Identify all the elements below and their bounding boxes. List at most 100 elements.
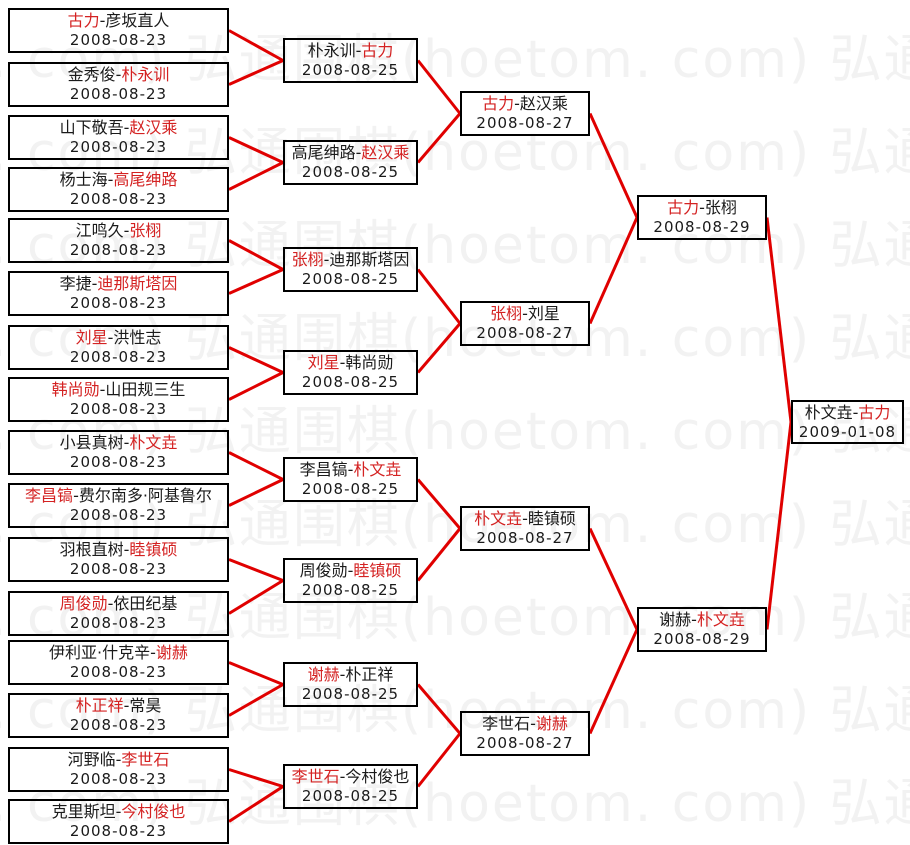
match-players: 金秀俊-朴永训: [10, 65, 227, 85]
player-name: 张栩: [129, 221, 162, 240]
match-box-round-of-32-2: 金秀俊-朴永训 2008-08-23: [8, 62, 229, 107]
player-name: 张栩: [291, 250, 324, 269]
player-name: 小县真树: [59, 433, 124, 452]
match-date: 2008-08-23: [69, 294, 168, 312]
match-players: 克里斯坦-今村俊也: [10, 802, 227, 822]
player-separator: -: [115, 65, 122, 84]
match-date: 2008-08-27: [476, 734, 574, 752]
match-date: 2008-08-25: [301, 787, 400, 805]
player-name: 周俊勋: [59, 594, 108, 613]
match-date: 2008-08-23: [69, 241, 168, 259]
player-separator: -: [107, 594, 114, 613]
player-separator: -: [123, 221, 130, 240]
connector-line: [228, 768, 284, 788]
match-box-round-of-32-12: 周俊勋-依田纪基 2008-08-23: [8, 591, 229, 636]
player-separator: -: [339, 353, 346, 372]
player-name: 今村俊也: [345, 767, 410, 786]
player-name: 朴正祥: [345, 665, 394, 684]
match-date: 2008-08-23: [69, 348, 168, 366]
player-name: 杨士海: [59, 170, 108, 189]
watermark-text: 弘通围棋(hoetom. com) 弘通围棋(hoetom. com) 弘通围棋…: [0, 30, 910, 90]
player-name: 今村俊也: [121, 802, 186, 821]
player-separator: -: [339, 665, 346, 684]
player-separator: -: [339, 767, 346, 786]
player-name: 迪那斯塔因: [329, 250, 410, 269]
player-name: 江鸣久: [75, 221, 124, 240]
connector-line: [228, 661, 284, 686]
player-name: 克里斯坦: [51, 802, 116, 821]
match-players: 伊利亚·什克辛-谢赫: [10, 643, 227, 663]
connector-line: [416, 112, 462, 164]
match-players: 李昌镐-费尔南多·阿基鲁尔: [10, 486, 227, 506]
match-box-round-of-16-2: 高尾绅路-赵汉乘 2008-08-25: [283, 140, 418, 185]
match-date: 2008-08-25: [301, 61, 400, 79]
match-players: 古力-彦坂直人: [10, 11, 227, 31]
connector-line: [228, 136, 284, 164]
match-players: 周俊勋-依田纪基: [10, 594, 227, 614]
match-date: 2008-08-23: [69, 31, 168, 49]
match-players: 周俊勋-睦镇硕: [285, 561, 416, 581]
player-separator: -: [323, 250, 330, 269]
player-name: 古力: [361, 41, 394, 60]
match-players: 高尾绅路-赵汉乘: [285, 143, 416, 163]
match-date: 2008-08-23: [69, 506, 168, 524]
connector-line: [228, 558, 284, 582]
connector-line: [588, 112, 639, 219]
connector-line: [416, 732, 462, 788]
player-name: 依田纪基: [113, 594, 178, 613]
player-name: 洪性志: [113, 328, 162, 347]
match-box-round-of-32-11: 羽根直树-睦镇硕 2008-08-23: [8, 537, 229, 582]
player-name: 赵汉乘: [129, 118, 178, 137]
match-players: 江鸣久-张栩: [10, 221, 227, 241]
match-box-round-of-16-8: 李世石-今村俊也 2008-08-25: [283, 764, 418, 809]
player-separator: -: [123, 433, 130, 452]
player-name: 谢赫: [659, 610, 692, 629]
player-name: 李世石: [482, 714, 531, 733]
player-name: 谢赫: [307, 665, 340, 684]
player-name: 山田规三生: [105, 380, 186, 399]
player-name: 朴文垚: [353, 460, 402, 479]
match-date: 2008-08-23: [69, 560, 168, 578]
player-name: 山下敬吾: [59, 118, 124, 137]
match-date: 2008-08-25: [301, 270, 400, 288]
match-box-semifinal-1: 古力-张栩 2008-08-29: [637, 195, 767, 240]
player-name: 韩尚勋: [51, 380, 100, 399]
player-name: 李世石: [121, 750, 170, 769]
connector-line: [228, 29, 284, 62]
match-box-round-of-16-7: 谢赫-朴正祥 2008-08-25: [283, 662, 418, 707]
match-date: 2008-08-25: [301, 685, 400, 703]
player-separator: -: [852, 402, 859, 422]
match-box-round-of-16-1: 朴永训-古力 2008-08-25: [283, 38, 418, 83]
player-name: 迪那斯塔因: [97, 274, 178, 293]
match-date: 2008-08-27: [476, 529, 574, 547]
match-players: 李世石-谢赫: [462, 714, 588, 734]
match-box-round-of-32-9: 小县真树-朴文垚 2008-08-23: [8, 430, 229, 475]
player-separator: -: [699, 198, 705, 217]
player-separator: -: [123, 540, 130, 559]
watermark-text: 弘通围棋(hoetom. com) 弘通围棋(hoetom. com) 弘通围棋…: [0, 216, 910, 276]
player-separator: -: [530, 714, 536, 733]
match-box-round-of-16-3: 张栩-迪那斯塔因 2008-08-25: [283, 247, 418, 292]
player-name: 朴文垚: [696, 610, 745, 629]
match-date: 2008-08-29: [653, 630, 751, 648]
player-separator: -: [115, 750, 122, 769]
match-box-round-of-32-3: 山下敬吾-赵汉乘 2008-08-23: [8, 115, 229, 160]
player-name: 赵汉乘: [361, 143, 410, 162]
connector-line: [228, 161, 284, 191]
player-name: 朴正祥: [75, 696, 124, 715]
match-box-round-of-32-13: 伊利亚·什克辛-谢赫 2008-08-23: [8, 640, 229, 685]
match-date: 2009-01-08: [798, 422, 897, 441]
player-name: 古力: [67, 11, 100, 30]
match-players: 李捷-迪那斯塔因: [10, 274, 227, 294]
player-name: 睦镇硕: [353, 561, 402, 580]
player-name: 睦镇硕: [129, 540, 178, 559]
player-name: 常昊: [129, 696, 162, 715]
player-name: 周俊勋: [299, 561, 348, 580]
player-separator: -: [355, 41, 362, 60]
match-players: 古力-赵汉乘: [462, 94, 588, 114]
match-box-quarterfinal-3: 朴文垚-睦镇硕 2008-08-27: [460, 506, 590, 551]
match-date: 2008-08-23: [69, 190, 168, 208]
player-separator: -: [91, 274, 98, 293]
player-separator: -: [123, 696, 130, 715]
